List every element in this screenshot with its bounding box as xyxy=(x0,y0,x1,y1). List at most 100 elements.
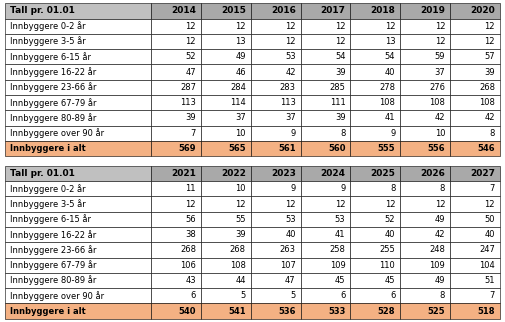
Bar xyxy=(5,126,151,141)
Text: 2017: 2017 xyxy=(321,6,345,15)
Text: 6: 6 xyxy=(390,291,395,300)
Text: 2020: 2020 xyxy=(470,6,495,15)
Text: 5: 5 xyxy=(290,291,295,300)
Text: 12: 12 xyxy=(185,37,196,46)
Text: 47: 47 xyxy=(185,68,196,77)
Text: 2024: 2024 xyxy=(321,169,345,178)
Bar xyxy=(5,288,151,303)
Bar xyxy=(450,258,500,273)
Text: 54: 54 xyxy=(335,52,345,61)
Text: 13: 13 xyxy=(385,37,395,46)
Bar xyxy=(400,227,450,242)
Bar xyxy=(350,242,400,258)
Bar xyxy=(201,288,251,303)
Bar xyxy=(201,126,251,141)
Bar xyxy=(5,227,151,242)
Text: 8: 8 xyxy=(440,291,445,300)
Text: 528: 528 xyxy=(378,307,395,316)
Bar xyxy=(151,288,201,303)
Bar xyxy=(251,227,300,242)
Text: 104: 104 xyxy=(479,261,495,270)
Text: 555: 555 xyxy=(378,144,395,153)
Text: 8: 8 xyxy=(390,184,395,193)
Text: Innbyggere 23-66 år: Innbyggere 23-66 år xyxy=(10,82,96,92)
Bar xyxy=(151,303,201,319)
Bar xyxy=(5,273,151,288)
Text: 546: 546 xyxy=(477,144,495,153)
Text: 258: 258 xyxy=(330,245,345,254)
Bar xyxy=(450,273,500,288)
Bar xyxy=(450,49,500,64)
Text: 247: 247 xyxy=(479,245,495,254)
Text: 42: 42 xyxy=(435,230,445,239)
Bar xyxy=(151,181,201,196)
Text: 255: 255 xyxy=(380,245,395,254)
Text: 47: 47 xyxy=(285,276,295,285)
Text: 2025: 2025 xyxy=(371,169,395,178)
Bar xyxy=(201,64,251,80)
Bar xyxy=(151,3,201,18)
Text: 2014: 2014 xyxy=(171,6,196,15)
Text: 12: 12 xyxy=(435,22,445,31)
Text: 45: 45 xyxy=(385,276,395,285)
Bar xyxy=(300,288,350,303)
Bar xyxy=(151,34,201,49)
Bar xyxy=(350,18,400,34)
Bar xyxy=(300,141,350,156)
Bar xyxy=(251,288,300,303)
Text: 518: 518 xyxy=(478,307,495,316)
Text: 2019: 2019 xyxy=(420,6,445,15)
Bar xyxy=(5,80,151,95)
Text: 39: 39 xyxy=(335,68,345,77)
Bar xyxy=(450,288,500,303)
Bar xyxy=(151,64,201,80)
Bar xyxy=(350,303,400,319)
Text: 5: 5 xyxy=(240,291,246,300)
Text: 283: 283 xyxy=(280,83,295,92)
Text: 12: 12 xyxy=(335,37,345,46)
Text: 45: 45 xyxy=(335,276,345,285)
Bar xyxy=(300,227,350,242)
Bar xyxy=(300,3,350,18)
Bar xyxy=(450,110,500,126)
Bar xyxy=(151,258,201,273)
Text: 12: 12 xyxy=(335,200,345,209)
Text: 108: 108 xyxy=(479,98,495,107)
Text: 37: 37 xyxy=(434,68,445,77)
Bar xyxy=(151,242,201,258)
Bar xyxy=(450,141,500,156)
Bar xyxy=(400,49,450,64)
Text: 2018: 2018 xyxy=(371,6,395,15)
Text: 556: 556 xyxy=(428,144,445,153)
Text: 52: 52 xyxy=(385,215,395,224)
Bar xyxy=(201,3,251,18)
Bar xyxy=(300,34,350,49)
Text: 39: 39 xyxy=(185,113,196,122)
Text: 51: 51 xyxy=(484,276,495,285)
Bar xyxy=(300,110,350,126)
Text: Innbyggere 16-22 år: Innbyggere 16-22 år xyxy=(10,230,96,240)
Text: 113: 113 xyxy=(180,98,196,107)
Bar xyxy=(201,273,251,288)
Bar xyxy=(400,166,450,181)
Text: 40: 40 xyxy=(385,68,395,77)
Text: Innbyggere 67-79 år: Innbyggere 67-79 år xyxy=(10,260,96,270)
Bar xyxy=(400,110,450,126)
Bar xyxy=(400,288,450,303)
Bar xyxy=(151,196,201,212)
Bar xyxy=(5,303,151,319)
Bar xyxy=(350,3,400,18)
Bar xyxy=(300,126,350,141)
Text: 7: 7 xyxy=(490,291,495,300)
Bar xyxy=(400,212,450,227)
Text: 248: 248 xyxy=(429,245,445,254)
Bar xyxy=(450,18,500,34)
Bar xyxy=(450,212,500,227)
Bar xyxy=(5,181,151,196)
Text: 2015: 2015 xyxy=(221,6,246,15)
Bar xyxy=(400,273,450,288)
Bar xyxy=(251,34,300,49)
Text: 59: 59 xyxy=(435,52,445,61)
Bar xyxy=(251,141,300,156)
Text: 263: 263 xyxy=(280,245,295,254)
